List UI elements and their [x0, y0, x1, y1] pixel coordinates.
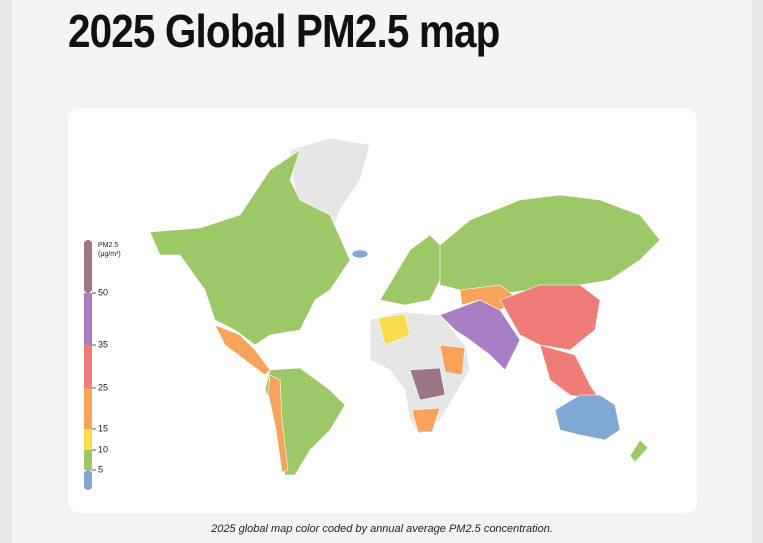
legend-swatch [84, 450, 92, 470]
legend-swatch [84, 429, 92, 450]
east-africa [439, 344, 466, 376]
page-title: 2025 Global PM2.5 map [68, 5, 500, 57]
legend-tick-label: 5 [98, 464, 103, 474]
legend-swatch [84, 293, 92, 345]
caption: 2025 global map color coded by annual av… [211, 523, 553, 535]
world-map: 5 10 15 25 35 50 PM2.5 (μg/m³) [84, 137, 661, 490]
legend-tick-label: 10 [98, 444, 108, 454]
legend-tick-label: 25 [98, 382, 108, 392]
legend-swatch [84, 470, 92, 490]
central-africa [409, 367, 446, 401]
legend: 5 10 15 25 35 50 PM2.5 (μg/m³) [84, 240, 121, 490]
china [499, 284, 601, 351]
australia [554, 394, 621, 441]
legend-label: PM2.5 [98, 242, 118, 249]
legend-tick-label: 50 [98, 287, 108, 297]
map-card: 5 10 15 25 35 50 PM2.5 (μg/m³) [68, 108, 697, 513]
iceland [351, 249, 369, 259]
page: 2025 Global PM2.5 map [12, 0, 752, 543]
new-zealand [629, 439, 649, 463]
legend-swatch [84, 345, 92, 388]
legend-label: (μg/m³) [98, 251, 121, 258]
russia [439, 194, 661, 296]
north-america [149, 149, 351, 346]
legend-swatch [84, 240, 92, 293]
legend-swatch [84, 388, 92, 429]
north-africa [377, 313, 411, 346]
legend-tick-label: 35 [98, 339, 108, 349]
legend-tick-label: 15 [98, 423, 108, 433]
south-america-west [267, 374, 289, 473]
europe [379, 234, 446, 306]
south-africa [411, 407, 441, 433]
central-america [214, 324, 271, 376]
southeast-asia [539, 344, 601, 401]
